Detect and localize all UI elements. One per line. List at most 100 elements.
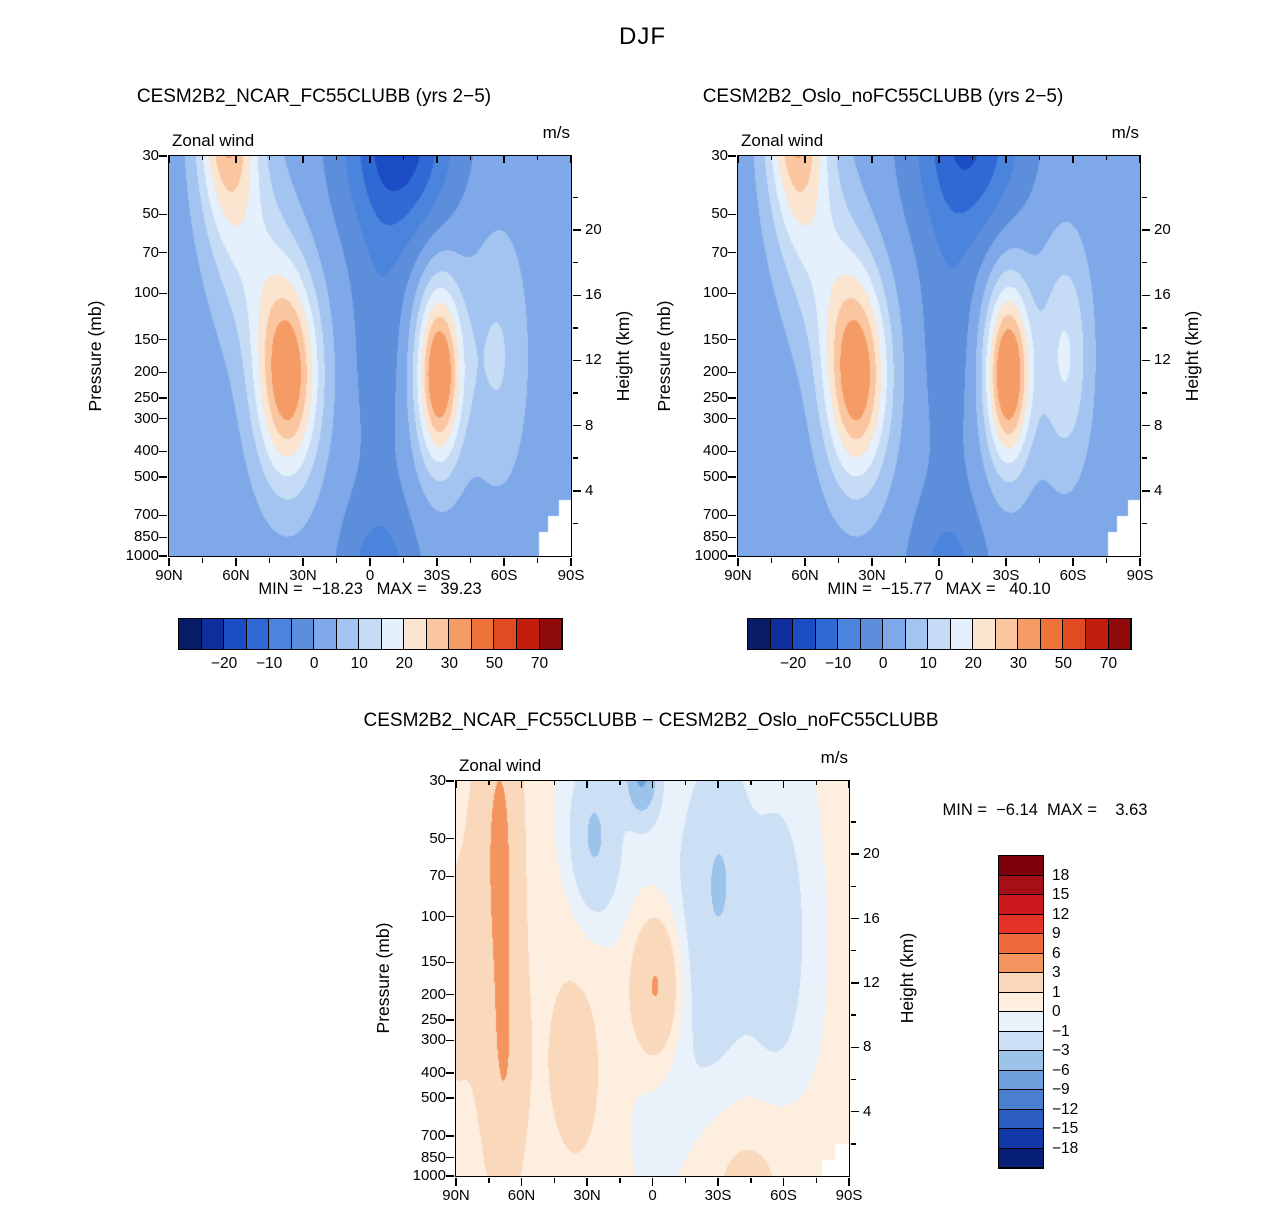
- bottom-tick: [488, 1178, 490, 1183]
- colorbar-cell: [815, 619, 839, 649]
- colorbar-tick-label: 1: [1052, 983, 1061, 1001]
- colorbar-cell: [1085, 619, 1109, 649]
- pressure-tick-label: 100: [702, 284, 728, 302]
- lat-tick-label: 0: [365, 567, 375, 584]
- bottom-tick: [201, 558, 204, 563]
- colorbar-tick-label: −20: [779, 655, 807, 672]
- colorbar-cell: [1063, 619, 1086, 649]
- bottom-tick: [750, 1178, 752, 1183]
- bottom-tick: [402, 558, 405, 563]
- right-tick: [573, 490, 581, 492]
- right-tick: [1142, 196, 1147, 199]
- bottom-tick: [848, 1178, 850, 1186]
- colorbar-tick-label: −15: [1052, 1120, 1079, 1137]
- top-tick: [1139, 156, 1141, 163]
- right-tick: [1142, 392, 1147, 394]
- bottom-tick: [1105, 558, 1108, 563]
- height-tick-label: 16: [585, 286, 602, 304]
- colorbar-tick-label: 20: [964, 655, 982, 672]
- bottom-tick: [553, 1178, 555, 1183]
- colorbar-cell: [1018, 619, 1041, 649]
- pressure-tick-label: 100: [420, 907, 446, 925]
- left-tick: [159, 371, 167, 374]
- bottom-tick: [971, 558, 974, 563]
- left-tick: [446, 1135, 454, 1137]
- panel-1-field-label: Zonal wind: [741, 131, 824, 150]
- left-tick: [728, 155, 736, 157]
- colorbar-cell: [748, 619, 771, 649]
- top-tick: [804, 156, 806, 163]
- top-tick: [750, 781, 752, 785]
- top-tick: [455, 781, 457, 788]
- lat-tick-label: 30S: [423, 567, 451, 584]
- colorbar-tick-label: 30: [1009, 655, 1027, 672]
- left-tick: [446, 1175, 454, 1177]
- pressure-tick-label: 300: [420, 1031, 446, 1049]
- right-tick: [851, 917, 859, 920]
- right-tick: [851, 1110, 859, 1113]
- colorbar-cell: [539, 619, 563, 649]
- lat-tick-label: 0: [934, 567, 944, 584]
- lat-tick-label: 90S: [557, 567, 585, 584]
- left-tick: [728, 213, 736, 216]
- top-tick: [503, 156, 505, 163]
- panel-2-title: CESM2B2_NCAR_FC55CLUBB − CESM2B2_Oslo_no…: [363, 710, 939, 731]
- pressure-tick-label: 700: [702, 506, 728, 524]
- colorbar-tick-label: −20: [210, 655, 238, 672]
- right-tick: [1142, 457, 1147, 459]
- colorbar-cell: [999, 992, 1043, 1012]
- colorbar-cell: [179, 619, 202, 649]
- top-tick: [436, 156, 438, 163]
- pressure-tick-label: 850: [420, 1148, 446, 1166]
- lat-tick-label: 60S: [1059, 567, 1087, 584]
- right-tick: [1142, 424, 1150, 427]
- lat-tick-label: 90N: [724, 567, 752, 584]
- top-tick: [520, 781, 523, 788]
- bottom-tick: [815, 1178, 817, 1183]
- left-tick: [159, 450, 167, 453]
- bottom-tick: [586, 1178, 588, 1186]
- height-tick-label: 4: [1154, 481, 1163, 499]
- height-tick-label: 16: [1154, 286, 1171, 304]
- top-tick: [402, 156, 405, 160]
- colorbar-cell: [314, 619, 337, 649]
- pressure-tick-label: 500: [133, 467, 159, 485]
- left-tick: [728, 417, 736, 420]
- pressure-tick-label: 700: [133, 506, 159, 524]
- colorbar-tick-label: 10: [350, 655, 368, 672]
- colorbar-cell: [999, 953, 1043, 973]
- top-tick: [770, 156, 773, 160]
- bottom-tick: [782, 1178, 785, 1186]
- left-tick: [159, 417, 167, 420]
- top-tick: [871, 156, 873, 163]
- colorbar-cell: [426, 619, 450, 649]
- top-tick: [1005, 156, 1007, 163]
- left-tick: [728, 397, 736, 399]
- top-tick: [938, 156, 940, 163]
- right-tick: [1142, 327, 1147, 329]
- top-tick: [619, 781, 621, 785]
- panel-1-title: CESM2B2_Oslo_noFC55CLUBB (yrs 2−5): [702, 86, 1064, 107]
- right-tick: [573, 327, 578, 329]
- pressure-tick-label: 400: [420, 1063, 446, 1081]
- colorbar-tick-label: −10: [255, 655, 283, 672]
- height-tick-label: 16: [863, 909, 880, 927]
- pressure-tick-label: 300: [133, 409, 159, 427]
- colorbar-cell: [928, 619, 951, 649]
- bottom-tick: [335, 558, 338, 563]
- pressure-tick-label: 50: [711, 205, 728, 223]
- colorbar-tick-label: 18: [1052, 866, 1070, 884]
- right-tick: [573, 359, 581, 362]
- bottom-tick: [469, 558, 472, 563]
- colorbar-cell: [999, 914, 1043, 934]
- top-tick: [904, 156, 907, 160]
- left-tick: [159, 213, 167, 216]
- colorbar-tick-label: −1: [1052, 1022, 1070, 1040]
- colorbar-cell: [999, 1109, 1043, 1129]
- top-tick: [848, 781, 850, 788]
- top-tick: [1038, 156, 1041, 160]
- left-tick: [728, 450, 736, 453]
- right-tick: [851, 885, 856, 888]
- colorbar-cell: [516, 619, 540, 649]
- pressure-tick-label: 250: [133, 388, 159, 406]
